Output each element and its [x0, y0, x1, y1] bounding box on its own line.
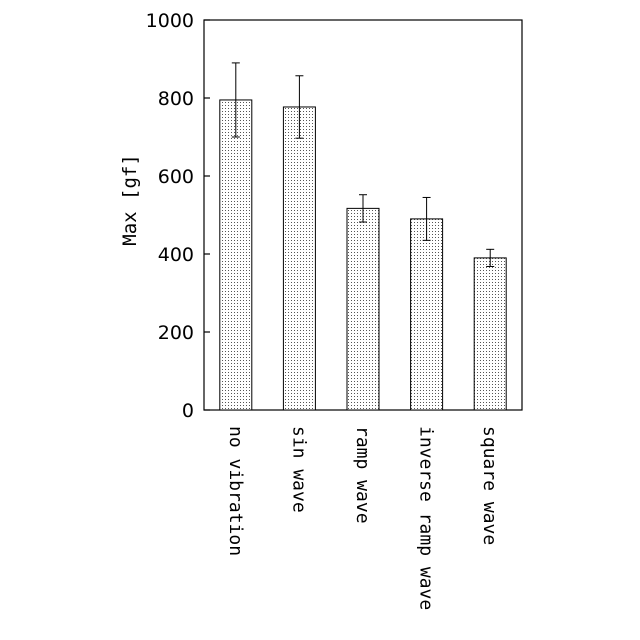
y-tick-label: 600 [158, 166, 194, 188]
bar-2 [283, 107, 315, 410]
bar-1 [220, 100, 252, 410]
category-label-2: sin wave [288, 426, 309, 513]
y-tick-label: 800 [158, 88, 194, 110]
y-axis: 0 200 400 600 800 1000 [146, 10, 210, 422]
y-axis-title: Max [gf] [119, 154, 141, 246]
y-tick-label: 400 [158, 244, 194, 266]
y-tick-label: 1000 [146, 10, 194, 32]
category-label-5: square wave [479, 426, 500, 545]
bars [220, 63, 506, 410]
bar-4 [411, 219, 443, 410]
bar-5 [474, 258, 506, 410]
bar-3 [347, 208, 379, 410]
category-label-4: inverse ramp wave [416, 426, 437, 610]
category-label-3: ramp wave [352, 426, 373, 524]
category-labels: no vibration sin wave ramp wave inverse ram… [225, 426, 500, 610]
y-tick-label: 0 [182, 400, 194, 422]
category-label-1: no vibration [225, 426, 246, 556]
y-tick-label: 200 [158, 322, 194, 344]
